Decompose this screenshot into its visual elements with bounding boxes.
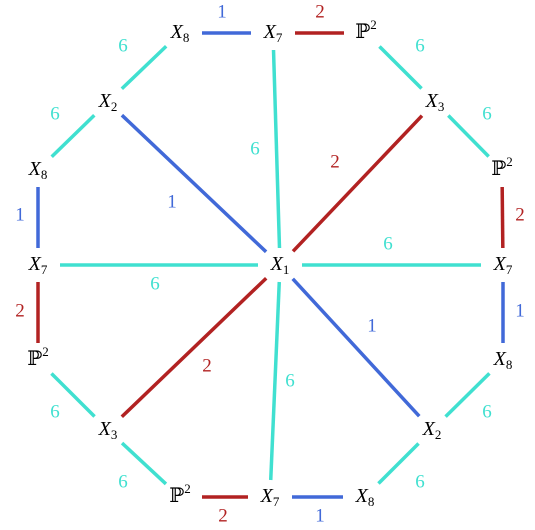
edge-label: 2 [315,1,325,22]
edge [378,45,423,90]
node-sub: 8 [183,30,190,45]
node-symbol: X [425,90,439,112]
node-label: X3 [98,418,118,442]
node-symbol: ℙ [27,348,42,370]
node-label: X7 [493,253,513,277]
node-symbol: ℙ [491,158,506,180]
node-symbol: X [263,21,277,43]
node-sub: 7 [276,30,283,45]
node-sub: 3 [438,99,445,114]
edge-label: 6 [285,370,295,391]
node-symbol: X [28,158,42,180]
node-sub: 8 [41,167,48,182]
node-sup: 2 [42,344,49,359]
node-sup: 2 [370,17,377,32]
node-label: X7 [260,485,280,509]
edge [120,113,268,254]
node-sub: 7 [506,262,513,277]
node-sup: 2 [506,154,513,169]
edge-label: 1 [217,1,227,22]
node-label: X8 [355,485,375,509]
edge-label: 6 [415,35,425,56]
node-label: X7 [28,253,48,277]
edge-label: 2 [515,204,525,225]
edge-label: 6 [482,103,492,124]
edge-label: 2 [15,300,25,321]
node-sub: 2 [111,99,118,114]
node-sup: 2 [184,481,191,496]
node-label: X1 [270,253,290,277]
edge-label: 6 [250,138,260,159]
node-sub: 3 [111,427,118,442]
node-label: X8 [493,348,513,372]
edge-label: 6 [415,471,425,492]
edge [50,372,96,418]
edge-label: 1 [515,300,525,321]
node-symbol: ℙ [169,485,184,507]
edge-label: 1 [167,191,177,212]
edge-label: 1 [15,204,25,225]
edge-label: 6 [118,35,128,56]
edge [291,114,424,253]
edge-label: 6 [118,471,128,492]
node-sub: 2 [435,427,442,442]
node-symbol: X [270,253,284,275]
edge-label: 6 [50,103,60,124]
node-label: ℙ2 [27,344,49,370]
node-sub: 8 [368,494,375,509]
edge-label: 6 [482,401,492,422]
node-symbol: ℙ [355,21,370,43]
edge-label: 2 [330,151,340,172]
edge-label: 1 [315,505,325,526]
edge [500,186,505,249]
node-label: X7 [263,21,283,45]
node-symbol: X [493,348,507,370]
node-label: X8 [170,21,190,45]
node-label: X2 [422,418,442,442]
node-sub: 1 [283,262,290,277]
node-symbol: X [493,253,507,275]
edge [120,441,168,486]
edge [447,114,490,158]
node-symbol: X [355,485,369,507]
edge [268,281,282,481]
node-symbol: X [98,90,112,112]
node-symbol: X [260,485,274,507]
node-label: ℙ2 [491,154,513,180]
edge [120,44,168,91]
node-label: X3 [425,90,445,114]
edge-label: 6 [383,233,393,254]
edge-label: 6 [150,273,160,294]
edge-label: 2 [218,505,228,526]
node-label: X2 [98,90,118,114]
edge [50,114,96,158]
edge [377,442,420,485]
edge [291,277,421,418]
edge-label: 2 [202,355,212,376]
node-label: ℙ2 [169,481,191,507]
edge [271,49,282,249]
node-symbol: X [170,21,184,43]
node-symbol: X [422,418,436,440]
node-symbol: X [98,418,112,440]
node-label: ℙ2 [355,17,377,43]
edge [444,372,491,418]
edges: 1 2 6 6 6 6 1 2 2 1 6 6 6 6 2 1 6 2 1 6 1 6 2 6 [15,1,525,526]
edge-label: 1 [367,315,377,336]
edge [120,276,268,419]
node-sub: 7 [273,494,280,509]
edge-label: 6 [50,401,60,422]
node-sub: 7 [41,262,48,277]
node-sub: 8 [506,357,513,372]
node-symbol: X [28,253,42,275]
node-label: X8 [28,158,48,182]
